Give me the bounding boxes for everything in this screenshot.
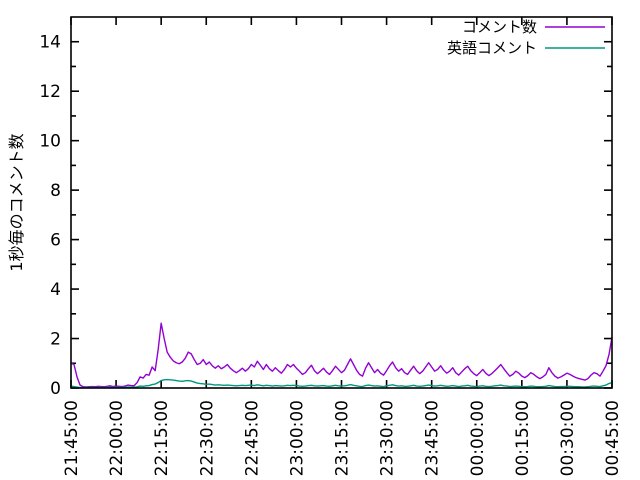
x-tick-label: 00:45:00 (603, 400, 623, 476)
y-tick-label: 6 (50, 231, 61, 251)
y-tick-label: 10 (39, 132, 61, 152)
x-tick-label: 23:30:00 (378, 400, 398, 476)
x-tick-label: 21:45:00 (62, 400, 82, 476)
legend-label-0: コメント数 (462, 18, 537, 36)
y-axis-ticks (71, 40, 612, 389)
x-axis-ticks (70, 17, 613, 388)
x-tick-label: 22:45:00 (242, 400, 262, 476)
y-tick-label: 4 (50, 280, 61, 300)
x-tick-label: 23:15:00 (333, 400, 353, 476)
x-tick-label: 22:00:00 (107, 400, 127, 476)
plot-frame (70, 16, 613, 389)
series-line-1 (70, 378, 613, 389)
x-tick-label: 00:15:00 (513, 400, 533, 476)
x-tick-label: 23:45:00 (423, 400, 443, 476)
series-lines (70, 322, 613, 389)
x-tick-label: 22:15:00 (152, 400, 172, 476)
legend-label-1: 英語コメント (447, 39, 537, 57)
x-tick-label: 22:30:00 (197, 400, 217, 476)
y-tick-label: 2 (50, 330, 61, 350)
x-tick-label: 23:00:00 (287, 400, 307, 476)
y-axis-title: 1秒毎のコメント数 (7, 133, 26, 271)
y-tick-label: 14 (39, 33, 61, 53)
x-tick-label: 00:00:00 (468, 400, 488, 476)
series-line-0 (70, 322, 613, 388)
y-tick-label: 8 (50, 181, 61, 201)
x-axis-tick-labels: 21:45:00 22:00:00 22:15:00 22:30:00 22:45:00… (62, 400, 623, 476)
y-tick-label: 0 (50, 379, 61, 399)
x-tick-label: 00:30:00 (558, 400, 578, 476)
y-tick-label: 12 (39, 82, 61, 102)
y-axis-tick-labels: 0 2 4 6 8 10 12 14 (39, 33, 61, 399)
